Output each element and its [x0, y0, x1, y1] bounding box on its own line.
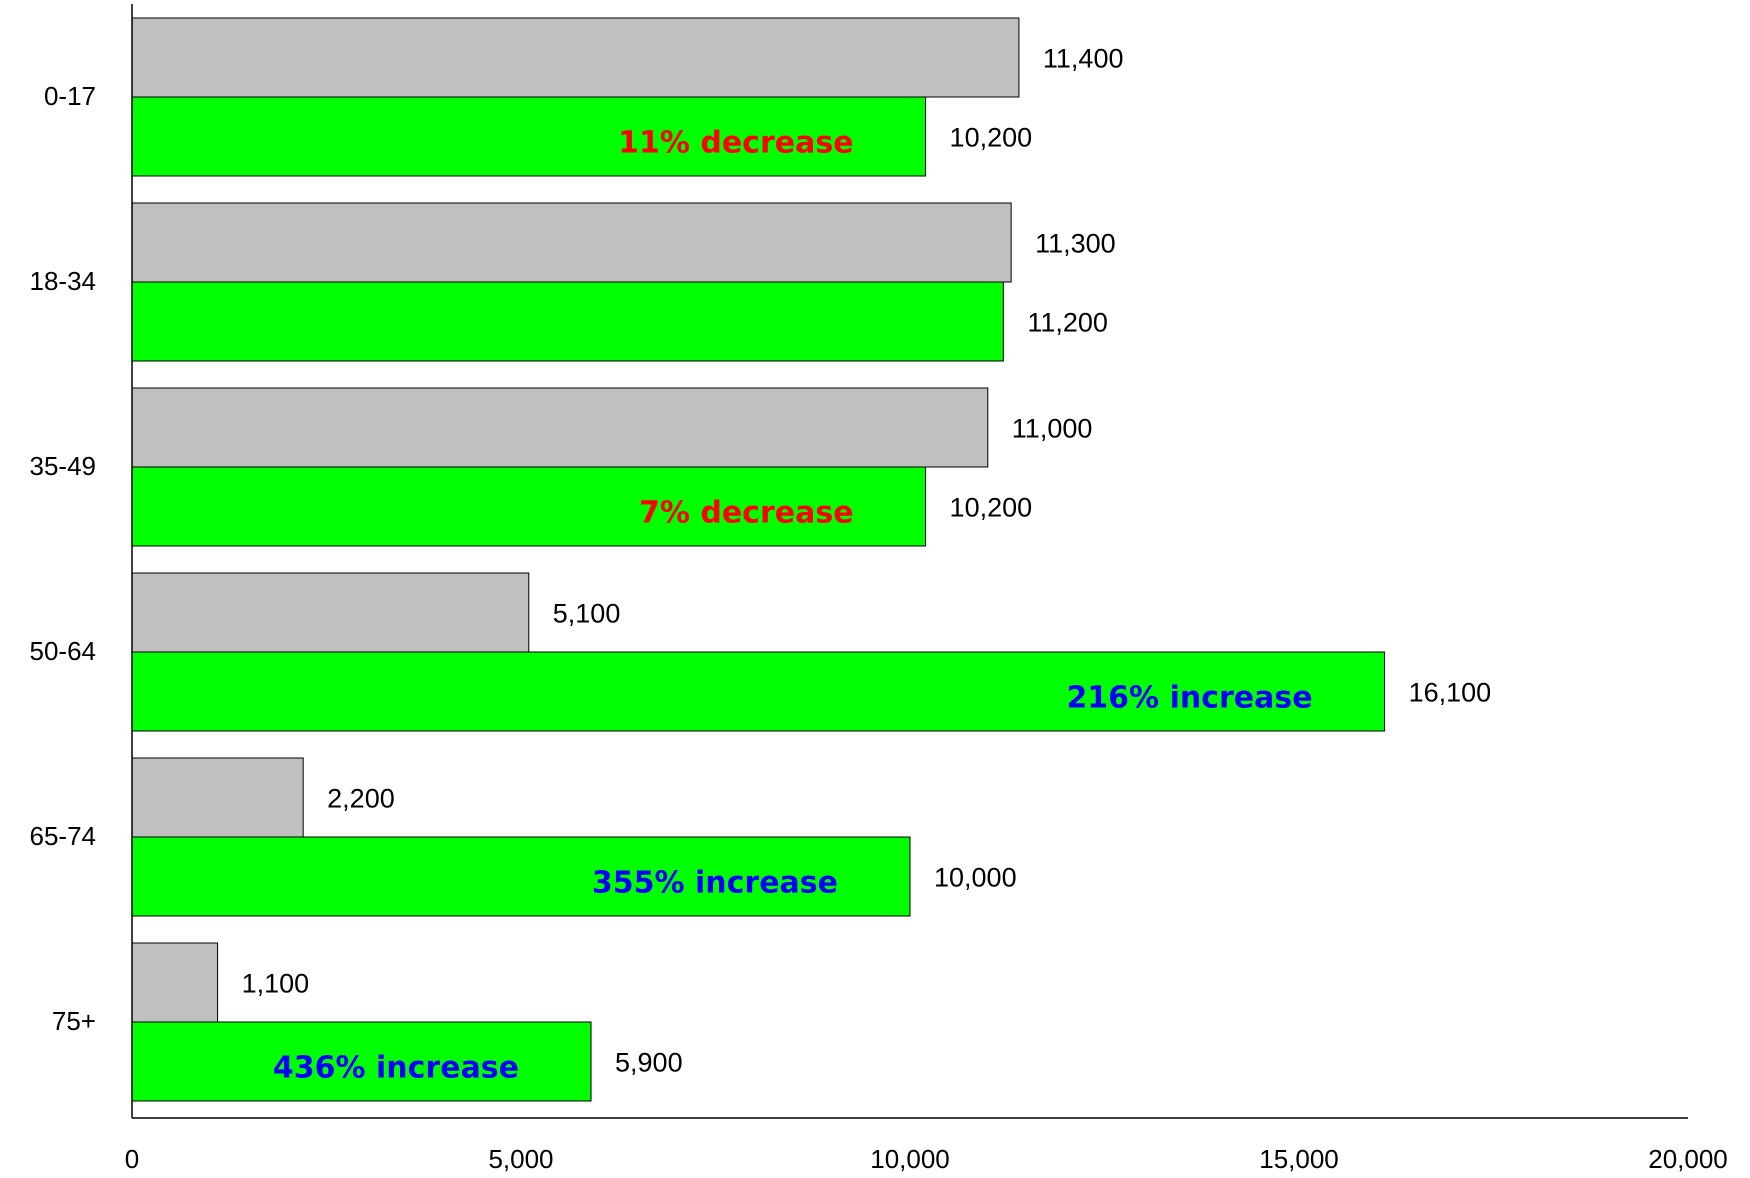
- bars-layer: [131, 17, 1386, 1102]
- x-tick-label-20000: 20,000: [1648, 1144, 1728, 1174]
- x-tick-label-0: 0: [125, 1144, 139, 1174]
- bar-65-74-series-2: [131, 836, 911, 917]
- category-label-65-74: 65-74: [30, 821, 97, 851]
- data-label-75+-series-2: 5,900: [615, 1048, 683, 1078]
- annotation-0-17: 11% decrease: [618, 126, 853, 161]
- x-tick-labels: 0 5,000 10,000 15,000 20,000: [125, 1144, 1728, 1174]
- category-label-50-64: 50-64: [30, 636, 97, 666]
- bar-0-17-series-1: [131, 17, 1020, 98]
- data-label-75+-series-1: 1,100: [242, 969, 310, 999]
- bar-75+-series-2: [131, 1021, 592, 1102]
- category-label-35-49: 35-49: [30, 451, 97, 481]
- labels-layer: 11,400 10,200 11% decrease 11,300 11,200 11,0…: [242, 44, 1492, 1086]
- category-label-75+: 75+: [52, 1006, 96, 1036]
- bar-35-49-series-1: [131, 387, 989, 468]
- x-tick-label-10000: 10,000: [870, 1144, 950, 1174]
- bar-18-34-series-2: [131, 281, 1004, 362]
- data-label-18-34-series-2: 11,200: [1027, 308, 1108, 338]
- x-tick-label-15000: 15,000: [1259, 1144, 1339, 1174]
- data-label-18-34-series-1: 11,300: [1035, 229, 1116, 259]
- annotation-75+: 436% increase: [273, 1051, 519, 1086]
- category-labels: 0-17 18-34 35-49 50-64 65-74 75+: [30, 81, 97, 1036]
- data-label-0-17-series-1: 11,400: [1043, 44, 1124, 74]
- annotation-65-74: 355% increase: [592, 866, 838, 901]
- bar-50-64-series-1: [131, 572, 530, 653]
- annotation-35-49: 7% decrease: [639, 496, 854, 531]
- data-label-65-74-series-1: 2,200: [327, 784, 395, 814]
- category-label-18-34: 18-34: [30, 266, 97, 296]
- bar-50-64-series-2: [131, 651, 1386, 732]
- bar-35-49-series-2: [131, 466, 927, 547]
- x-tick-label-5000: 5,000: [488, 1144, 553, 1174]
- bar-0-17-series-2: [131, 96, 927, 177]
- data-label-50-64-series-2: 16,100: [1409, 678, 1492, 708]
- data-label-0-17-series-2: 10,200: [950, 123, 1033, 153]
- bar-65-74-series-1: [131, 757, 304, 838]
- annotation-50-64: 216% increase: [1066, 681, 1312, 716]
- bar-18-34-series-1: [131, 202, 1012, 283]
- data-label-65-74-series-2: 10,000: [934, 863, 1017, 893]
- data-label-35-49-series-2: 10,200: [950, 493, 1033, 523]
- bar-75+-series-1: [131, 942, 219, 1023]
- category-label-0-17: 0-17: [44, 81, 96, 111]
- data-label-50-64-series-1: 5,100: [553, 599, 621, 629]
- data-label-35-49-series-1: 11,000: [1012, 414, 1093, 444]
